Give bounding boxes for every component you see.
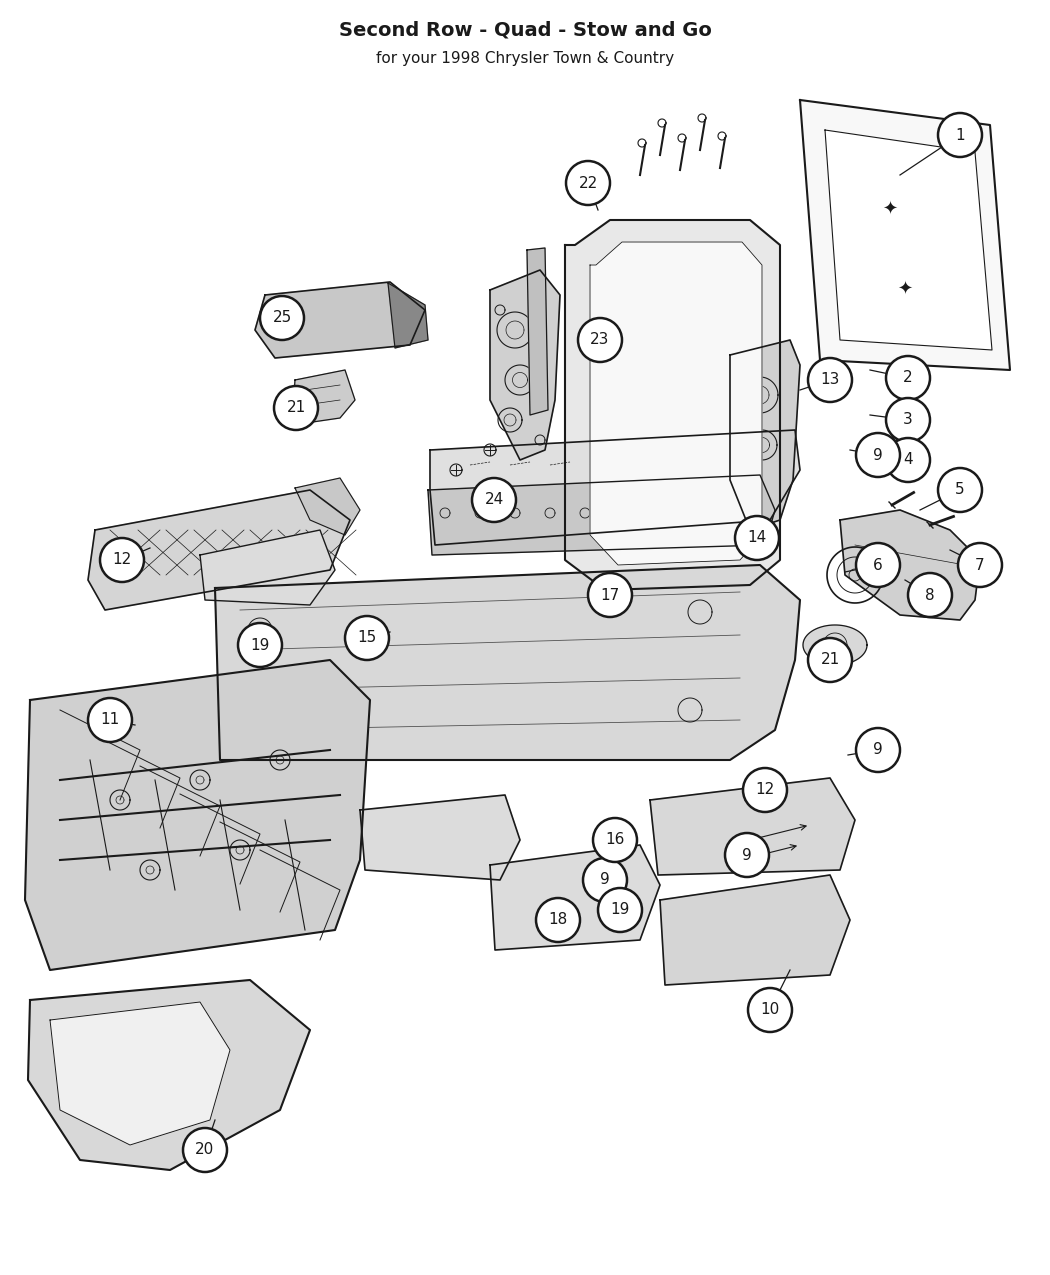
Circle shape xyxy=(748,988,792,1031)
Circle shape xyxy=(958,543,1002,586)
Text: 9: 9 xyxy=(742,848,752,862)
Polygon shape xyxy=(388,283,428,348)
Polygon shape xyxy=(295,478,360,536)
Circle shape xyxy=(260,296,304,340)
Polygon shape xyxy=(565,221,780,590)
Polygon shape xyxy=(840,510,980,620)
Circle shape xyxy=(808,358,852,402)
Text: 21: 21 xyxy=(287,400,306,416)
Polygon shape xyxy=(490,845,660,950)
Text: Second Row - Quad - Stow and Go: Second Row - Quad - Stow and Go xyxy=(338,20,712,40)
Text: 6: 6 xyxy=(874,557,883,572)
Circle shape xyxy=(735,516,779,560)
Text: 22: 22 xyxy=(579,176,597,190)
Text: 3: 3 xyxy=(903,413,912,427)
Text: 12: 12 xyxy=(112,552,131,567)
Text: 5: 5 xyxy=(956,482,965,497)
Circle shape xyxy=(88,697,132,742)
Circle shape xyxy=(938,468,982,513)
Circle shape xyxy=(856,728,900,771)
Text: 1: 1 xyxy=(956,128,965,143)
Polygon shape xyxy=(650,778,855,875)
Polygon shape xyxy=(255,282,425,358)
Circle shape xyxy=(566,161,610,205)
Text: 7: 7 xyxy=(975,557,985,572)
Circle shape xyxy=(886,398,930,442)
Text: 25: 25 xyxy=(272,311,292,325)
Text: 19: 19 xyxy=(250,638,270,653)
Polygon shape xyxy=(200,530,335,606)
Text: ✦: ✦ xyxy=(898,280,912,300)
Circle shape xyxy=(886,439,930,482)
Polygon shape xyxy=(800,99,1010,370)
Polygon shape xyxy=(215,565,800,760)
Circle shape xyxy=(593,819,637,862)
Text: 24: 24 xyxy=(484,492,504,507)
Circle shape xyxy=(472,478,516,521)
Polygon shape xyxy=(360,796,520,880)
Circle shape xyxy=(274,386,318,430)
Text: 19: 19 xyxy=(610,903,630,918)
Polygon shape xyxy=(660,875,851,986)
Circle shape xyxy=(598,887,642,932)
Text: 13: 13 xyxy=(820,372,840,388)
Text: 2: 2 xyxy=(903,371,912,385)
Polygon shape xyxy=(28,980,310,1170)
Text: 9: 9 xyxy=(874,448,883,463)
Text: 10: 10 xyxy=(760,1002,779,1017)
Text: 16: 16 xyxy=(605,833,625,848)
Circle shape xyxy=(808,638,852,682)
Polygon shape xyxy=(428,476,775,555)
Polygon shape xyxy=(25,660,370,970)
Circle shape xyxy=(856,543,900,586)
Polygon shape xyxy=(292,370,355,425)
Text: 8: 8 xyxy=(925,588,934,603)
Circle shape xyxy=(583,858,627,901)
Circle shape xyxy=(743,768,788,812)
Text: 9: 9 xyxy=(874,742,883,757)
Text: 20: 20 xyxy=(195,1142,214,1158)
Circle shape xyxy=(856,434,900,477)
Circle shape xyxy=(183,1128,227,1172)
Polygon shape xyxy=(88,490,350,609)
Text: 12: 12 xyxy=(755,783,775,797)
Circle shape xyxy=(578,317,622,362)
Text: 23: 23 xyxy=(590,333,610,348)
Circle shape xyxy=(588,572,632,617)
Circle shape xyxy=(886,356,930,400)
Text: 17: 17 xyxy=(601,588,619,603)
Circle shape xyxy=(238,623,282,667)
Polygon shape xyxy=(50,1002,230,1145)
Circle shape xyxy=(100,538,144,581)
Text: 11: 11 xyxy=(101,713,120,728)
Polygon shape xyxy=(825,130,992,351)
Circle shape xyxy=(536,898,580,942)
Text: 18: 18 xyxy=(548,913,568,927)
Polygon shape xyxy=(527,249,548,414)
Text: ✦: ✦ xyxy=(882,201,898,219)
Text: 9: 9 xyxy=(601,872,610,887)
Text: 4: 4 xyxy=(903,453,912,468)
Polygon shape xyxy=(490,270,560,460)
Polygon shape xyxy=(590,242,762,565)
Text: for your 1998 Chrysler Town & Country: for your 1998 Chrysler Town & Country xyxy=(376,51,674,65)
Polygon shape xyxy=(803,625,867,666)
Circle shape xyxy=(908,572,952,617)
Circle shape xyxy=(724,833,769,877)
Text: 14: 14 xyxy=(748,530,766,546)
Polygon shape xyxy=(730,340,800,530)
Text: 15: 15 xyxy=(357,631,377,645)
Circle shape xyxy=(345,616,388,660)
Polygon shape xyxy=(430,430,800,544)
Circle shape xyxy=(938,113,982,157)
Text: 21: 21 xyxy=(820,653,840,668)
